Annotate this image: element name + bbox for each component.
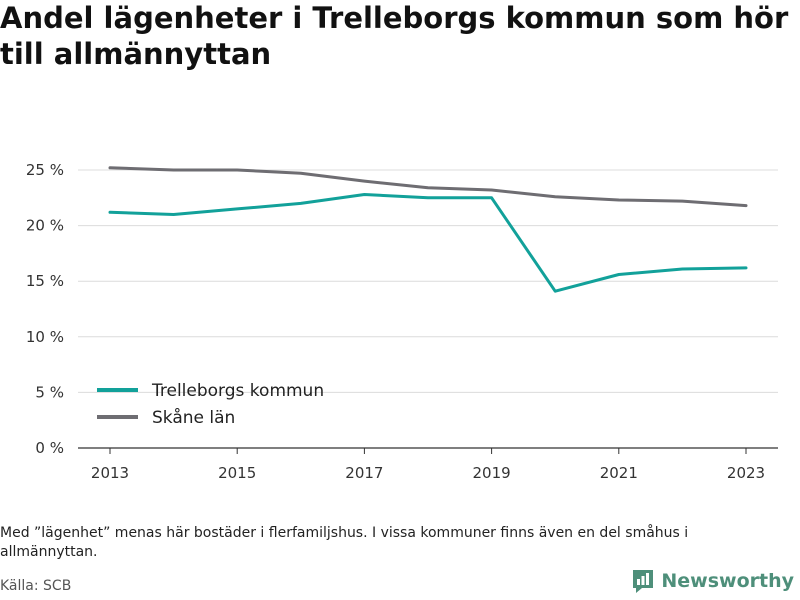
brand-logo: Newsworthy: [631, 568, 794, 594]
y-tick-label: 25 %: [26, 161, 64, 179]
legend-label: Skåne län: [152, 407, 235, 428]
chart-note: Med ”lägenhet” menas här bostäder i fler…: [0, 525, 689, 560]
x-axis: 2013 2015 2017 2019 2021 2023: [91, 448, 765, 482]
series-line-1: [108, 166, 748, 208]
legend: Trelleborgs kommun Skåne län: [97, 381, 324, 428]
gridlines: [78, 169, 778, 449]
x-tick-label: 2023: [727, 464, 765, 482]
y-axis: 0 % 5 % 10 % 15 % 20 % 25 %: [26, 161, 64, 457]
x-tick-label: 2015: [218, 464, 256, 482]
y-tick-label: 20 %: [26, 217, 64, 235]
brand-name: Newsworthy: [661, 570, 794, 592]
chart-title: Andel lägenheter i Trelleborgs kommun so…: [0, 1, 789, 71]
x-tick-label: 2017: [345, 464, 383, 482]
series-lines: [108, 166, 748, 293]
y-tick-label: 15 %: [26, 272, 64, 290]
x-tick-label: 2021: [600, 464, 638, 482]
x-tick-label: 2013: [91, 464, 129, 482]
y-tick-label: 10 %: [26, 328, 64, 346]
legend-label: Trelleborgs kommun: [151, 381, 324, 401]
line-chart: 0 %5 %10 %15 %20 %25 % 2013 2015 2017 2019 2…: [26, 161, 778, 482]
series-line-0: [108, 193, 748, 293]
x-tick-label: 2019: [473, 464, 511, 482]
y-tick-label: 0 %: [35, 439, 64, 457]
newsworthy-logo-icon: [633, 570, 654, 593]
y-tick-label: 5 %: [35, 383, 64, 401]
source-label: Källa: SCB: [0, 578, 72, 594]
